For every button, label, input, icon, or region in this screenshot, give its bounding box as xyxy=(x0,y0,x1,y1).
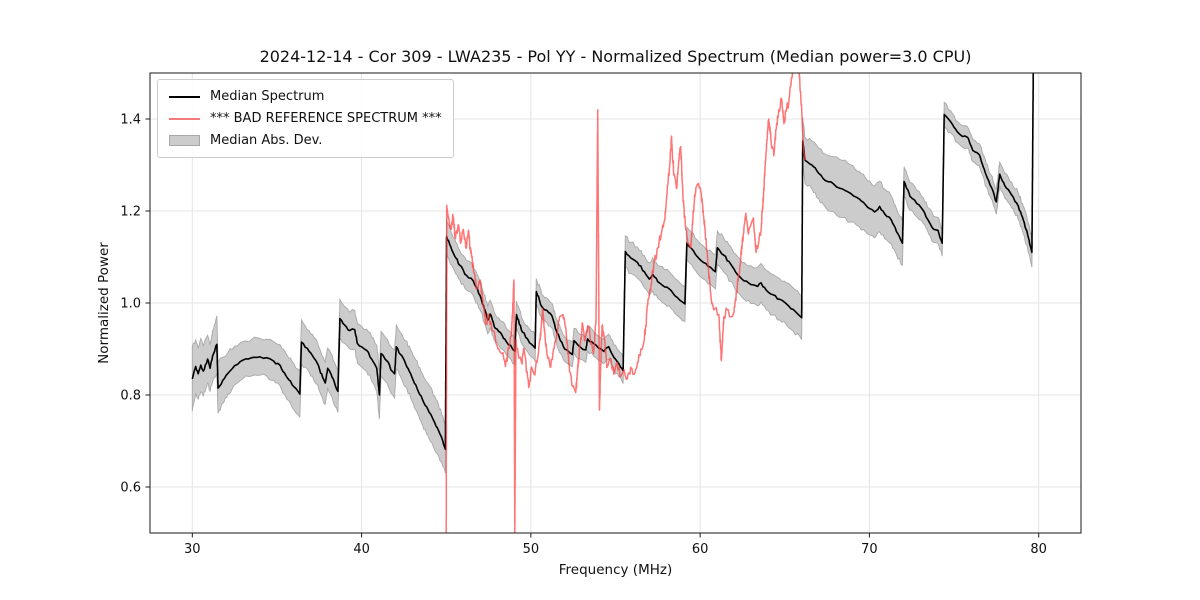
median-abs-dev-patch-swatch xyxy=(169,135,200,146)
y-tick-label: 1.0 xyxy=(120,297,141,312)
legend-item-median-spectrum: Median Spectrum xyxy=(169,87,442,106)
x-tick-label: 70 xyxy=(861,542,878,557)
x-tick-label: 30 xyxy=(184,542,201,557)
x-tick-label: 60 xyxy=(692,542,709,557)
y-tick-label: 0.8 xyxy=(120,389,141,404)
legend-label: Median Spectrum xyxy=(210,89,325,104)
median-spectrum-line xyxy=(191,73,1035,451)
bad-reference-line-swatch xyxy=(169,117,200,120)
legend-item-bad-reference-spectrum: *** BAD REFERENCE SPECTRUM *** xyxy=(169,109,442,128)
y-tick-label: 1.4 xyxy=(120,113,141,128)
axis-ticks: 30 40 50 60 70 80 0.6 0.8 1.0 1.2 1.4 xyxy=(120,113,1047,558)
y-tick-label: 1.2 xyxy=(120,205,141,220)
x-tick-label: 40 xyxy=(353,542,370,557)
x-tick-label: 80 xyxy=(1030,542,1047,557)
legend-item-median-abs-dev: Median Abs. Dev. xyxy=(169,131,442,150)
plot-data-layer xyxy=(191,73,1035,533)
bad-reference-spectrum-line xyxy=(445,73,806,533)
legend-label: Median Abs. Dev. xyxy=(210,133,323,148)
x-tick-label: 50 xyxy=(523,542,540,557)
median-spectrum-line-swatch xyxy=(169,95,200,98)
x-axis-label: Frequency (MHz) xyxy=(558,562,673,578)
y-tick-label: 0.6 xyxy=(120,481,141,496)
legend: Median Spectrum *** BAD REFERENCE SPECTR… xyxy=(157,79,454,158)
legend-label: *** BAD REFERENCE SPECTRUM *** xyxy=(210,111,442,126)
chart-title: 2024-12-14 - Cor 309 - LWA235 - Pol YY -… xyxy=(259,47,972,66)
y-axis-label: Normalized Power xyxy=(96,242,112,364)
